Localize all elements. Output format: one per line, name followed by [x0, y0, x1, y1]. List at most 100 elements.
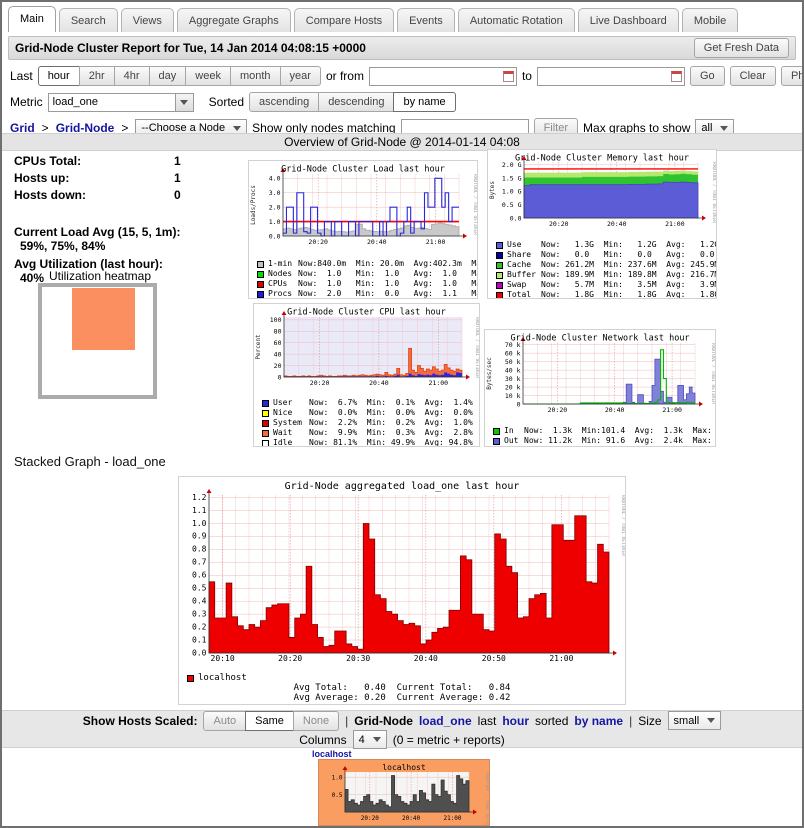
- node-row: Grid > Grid-Node > --Choose a Node Show …: [10, 118, 794, 138]
- svg-text:Percent: Percent: [255, 334, 262, 360]
- range-hour-button[interactable]: hour: [37, 66, 80, 86]
- metric-combo: [47, 92, 194, 112]
- tab-live-dashboard[interactable]: Live Dashboard: [577, 8, 679, 32]
- svg-text:0.5: 0.5: [332, 792, 343, 799]
- tab-aggregate-graphs[interactable]: Aggregate Graphs: [176, 8, 291, 32]
- tab-views[interactable]: Views: [120, 8, 174, 32]
- range-link[interactable]: hour: [502, 713, 530, 728]
- legend-color-swatch: [257, 290, 264, 298]
- svg-text:50 k: 50 k: [505, 358, 521, 366]
- sort-descending-button[interactable]: descending: [318, 92, 395, 112]
- aggregated-load-graph[interactable]: 0.0 0.1 0.2 0.3 0.4 0.5 0.6 0.7 0.8 0.9 1.0 1.1 1.2 2…: [178, 476, 626, 705]
- metric-dropdown-button[interactable]: [175, 92, 194, 112]
- breadcrumb-separator: >: [121, 121, 129, 135]
- svg-text:Bytes/sec: Bytes/sec: [486, 357, 493, 390]
- cluster-memory-graph[interactable]: 0.0 0.5 G 1.0 G 1.5 G 2.0 G 20:20 20:40 21:00 Gr…: [487, 149, 717, 299]
- node-match-input[interactable]: [400, 118, 529, 138]
- svg-text:0.7: 0.7: [192, 558, 207, 567]
- svg-text:20:30: 20:30: [346, 654, 370, 663]
- svg-text:RRDTOOL / TOBI OETIKER: RRDTOOL / TOBI OETIKER: [710, 343, 715, 404]
- to-date-input[interactable]: [536, 66, 685, 86]
- max-graphs-value: all: [701, 122, 713, 134]
- breadcrumb-grid-node-link[interactable]: Grid-Node: [55, 121, 115, 135]
- utilization-heatmap[interactable]: [38, 283, 157, 399]
- to-date-wrap: [536, 66, 685, 86]
- svg-text:0: 0: [278, 373, 282, 381]
- scaled-none-button[interactable]: None: [292, 710, 340, 731]
- metric-input[interactable]: [47, 92, 176, 112]
- svg-text:20:20: 20:20: [361, 815, 379, 822]
- columns-row: Columns 4 (0 = metric + reports): [2, 730, 802, 749]
- metric-row: Metric Sorted ascending descending by na…: [10, 92, 794, 112]
- sort-by-name-button[interactable]: by name: [393, 92, 456, 112]
- hosts-controls-band: Show Hosts Scaled: Auto Same None | Grid…: [2, 710, 802, 749]
- cluster-cpu-graph[interactable]: 0 20 40 60 80 100 20:20 20:40 21:00 Grid-Node Clu…: [253, 303, 480, 447]
- range-2hr-button[interactable]: 2hr: [78, 66, 115, 86]
- cluster-network-graph[interactable]: 0 10 k 20 k 30 k 40 k 50 k 60 k 70 k 20:20 20:40 2…: [484, 329, 716, 447]
- range-day-button[interactable]: day: [148, 66, 187, 86]
- legend-color-swatch: [257, 280, 264, 288]
- range-4hr-button[interactable]: 4hr: [113, 66, 150, 86]
- aggregated-graph-legend: localhost: [179, 673, 625, 683]
- memory-graph-plot: 0.0 0.5 G 1.0 G 1.5 G 2.0 G 20:20 20:40 21:00 Gr…: [489, 154, 716, 229]
- sort-ascending-button[interactable]: ascending: [249, 92, 320, 112]
- range-year-button[interactable]: year: [279, 66, 321, 86]
- svg-text:30 k: 30 k: [505, 375, 521, 383]
- svg-text:Grid-Node Cluster Load last ho: Grid-Node Cluster Load last hour: [281, 165, 445, 175]
- tab-automatic-rotation[interactable]: Automatic Rotation: [457, 8, 575, 32]
- get-fresh-data-button[interactable]: Get Fresh Data: [693, 38, 789, 58]
- size-label: Size: [638, 713, 662, 728]
- host-load-graph[interactable]: 0.5 1.0 20:20 20:40 21:00 localhost RRDTOOL / …: [318, 759, 490, 826]
- legend-color-swatch: [262, 419, 269, 427]
- sort-link[interactable]: by name: [574, 713, 624, 728]
- scaled-button-group: Auto Same None: [203, 710, 340, 731]
- overview-bar: Overview of Grid-Node @ 2014-01-14 04:08: [2, 133, 802, 151]
- cpu-graph-plot: 0 20 40 60 80 100 20:20 20:40 21:00 Grid-Node Clu…: [255, 308, 479, 388]
- host-localhost-link[interactable]: localhost: [312, 749, 352, 759]
- svg-text:0.4: 0.4: [192, 596, 207, 605]
- hosts-scaled-row: Show Hosts Scaled: Auto Same None | Grid…: [2, 710, 802, 731]
- breadcrumb-grid-link[interactable]: Grid: [10, 121, 35, 135]
- sorted-label: Sorted: [208, 95, 245, 109]
- size-select[interactable]: small: [667, 711, 722, 730]
- tab-main[interactable]: Main: [8, 6, 56, 32]
- chevron-down-icon: [372, 737, 381, 746]
- calendar-icon[interactable]: [502, 70, 514, 82]
- range-month-button[interactable]: month: [229, 66, 281, 86]
- last-word: last: [477, 713, 497, 728]
- svg-text:60: 60: [274, 339, 282, 347]
- scaled-auto-button[interactable]: Auto: [203, 710, 247, 731]
- svg-text:2.0 G: 2.0 G: [502, 161, 522, 169]
- tab-mobile[interactable]: Mobile: [681, 8, 739, 32]
- stat-cpus-total: CPUs Total: 1: [14, 154, 181, 168]
- heatmap-cell: [71, 288, 136, 350]
- clear-button[interactable]: Clear: [729, 66, 776, 86]
- heatmap-title: Utilization heatmap: [48, 269, 152, 283]
- svg-text:20:40: 20:40: [605, 406, 625, 414]
- scaled-same-button[interactable]: Same: [245, 710, 294, 731]
- physical-view-button[interactable]: Physical View: [780, 66, 802, 86]
- legend-color-swatch: [257, 260, 264, 268]
- svg-text:1.0: 1.0: [192, 519, 207, 528]
- from-date-input[interactable]: [368, 66, 517, 86]
- go-button[interactable]: Go: [689, 66, 725, 86]
- svg-text:21:00: 21:00: [429, 379, 449, 387]
- sorted-word: sorted: [535, 713, 569, 728]
- range-week-button[interactable]: week: [185, 66, 231, 86]
- legend-color-swatch: [496, 251, 503, 259]
- tab-events[interactable]: Events: [397, 8, 455, 32]
- chevron-down-icon: [707, 718, 716, 727]
- cluster-load-graph[interactable]: 0.0 1.0 2.0 3.0 4.0 20:20 20:40 21:00 Grid-Node …: [248, 160, 478, 299]
- svg-text:0.3: 0.3: [192, 609, 207, 618]
- legend-color-swatch: [496, 271, 503, 279]
- tab-compare-hosts[interactable]: Compare Hosts: [293, 8, 395, 32]
- svg-text:0.0: 0.0: [192, 648, 207, 657]
- calendar-icon[interactable]: [670, 70, 682, 82]
- chevron-down-icon: [720, 125, 729, 135]
- svg-text:20:20: 20:20: [310, 379, 330, 387]
- metric-link[interactable]: load_one: [418, 713, 472, 728]
- columns-select[interactable]: 4: [352, 730, 387, 749]
- svg-text:RRDTOOL / TOBI OETIKER: RRDTOOL / TOBI OETIKER: [472, 174, 477, 235]
- tab-search[interactable]: Search: [58, 8, 118, 32]
